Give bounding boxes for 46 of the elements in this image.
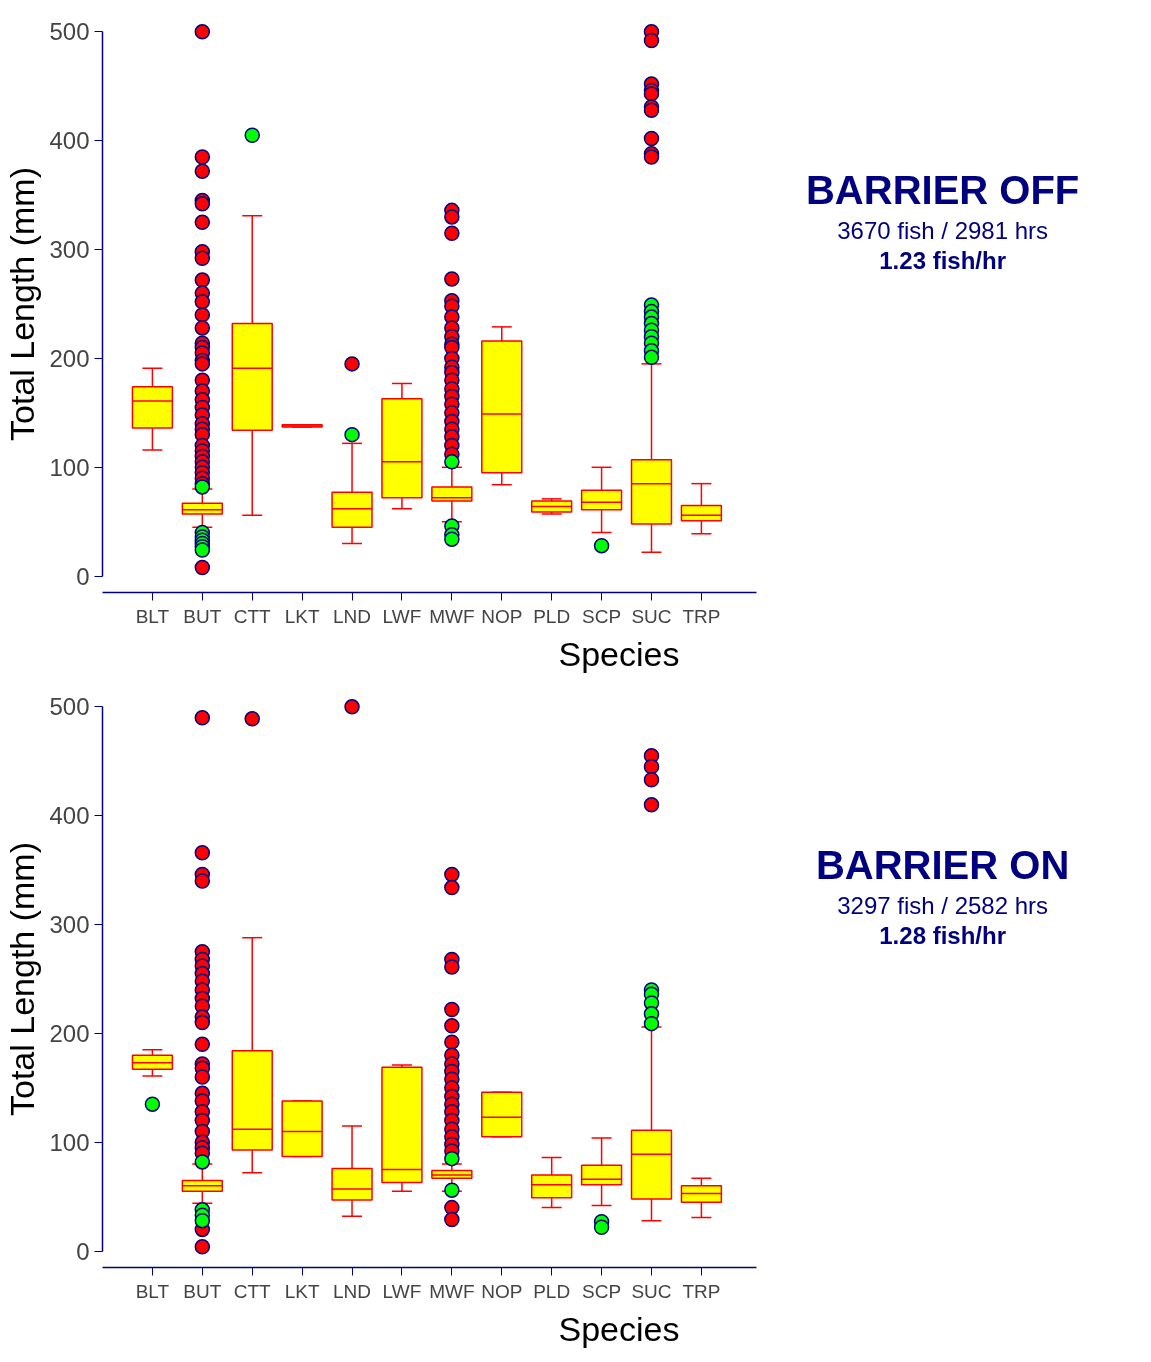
x-tick-label: BLT bbox=[135, 1280, 170, 1302]
x-axis-title: Species bbox=[558, 1309, 680, 1348]
x-tick-label: LWF bbox=[382, 1280, 422, 1302]
x-tick-label: LND bbox=[333, 605, 372, 627]
x-tick-label: NOP bbox=[481, 605, 523, 627]
x-tick-label: MWF bbox=[429, 1280, 475, 1302]
x-tick-label: LWF bbox=[382, 605, 422, 627]
text: 1.28 fish/hr bbox=[879, 922, 1006, 950]
x-tick-label: BUT bbox=[183, 1280, 222, 1302]
y-tick-label: 0 bbox=[76, 562, 90, 590]
text: 3670 fish / 2981 hrs bbox=[837, 217, 1049, 245]
x-tick-label: SUC bbox=[631, 1280, 672, 1302]
x-tick-label: BUT bbox=[183, 605, 222, 627]
y-axis-title: Total Length (mm) bbox=[3, 842, 42, 1116]
x-tick-label: NOP bbox=[481, 1280, 523, 1302]
y-axis-title: Total Length (mm) bbox=[3, 167, 42, 441]
x-tick-label: BLT bbox=[135, 605, 170, 627]
text: BARRIER OFF bbox=[805, 167, 1080, 212]
x-tick-label: LND bbox=[333, 1280, 372, 1302]
x-tick-label: TRP bbox=[682, 1280, 721, 1302]
y-tick-label: 300 bbox=[49, 236, 90, 264]
x-tick-label: CTT bbox=[233, 605, 272, 627]
x-tick-label: LKT bbox=[284, 605, 320, 627]
y-tick-label: 0 bbox=[76, 1237, 90, 1265]
x-tick-label: SUC bbox=[631, 605, 672, 627]
y-tick-label: 500 bbox=[49, 18, 90, 46]
y-tick-label: 500 bbox=[49, 693, 90, 721]
x-axis-title: Species bbox=[558, 634, 680, 673]
y-tick-label: 400 bbox=[49, 127, 90, 155]
x-tick-label: SCP bbox=[582, 1280, 622, 1302]
y-tick-label: 200 bbox=[49, 344, 90, 372]
y-tick-label: 100 bbox=[49, 1128, 90, 1156]
y-tick-label: 200 bbox=[49, 1019, 90, 1047]
y-tick-label: 400 bbox=[49, 802, 90, 830]
x-tick-label: PLD bbox=[533, 605, 571, 627]
y-tick-label: 100 bbox=[49, 453, 90, 481]
x-tick-label: MWF bbox=[429, 605, 475, 627]
x-tick-label: SCP bbox=[582, 605, 622, 627]
x-tick-label: LKT bbox=[284, 1280, 320, 1302]
x-tick-label: TRP bbox=[682, 605, 721, 627]
text: 1.23 fish/hr bbox=[879, 247, 1006, 275]
x-tick-label: CTT bbox=[233, 1280, 272, 1302]
text: BARRIER ON bbox=[815, 842, 1070, 887]
y-tick-label: 300 bbox=[49, 911, 90, 939]
x-tick-label: PLD bbox=[533, 1280, 571, 1302]
text: 3297 fish / 2582 hrs bbox=[837, 892, 1049, 920]
